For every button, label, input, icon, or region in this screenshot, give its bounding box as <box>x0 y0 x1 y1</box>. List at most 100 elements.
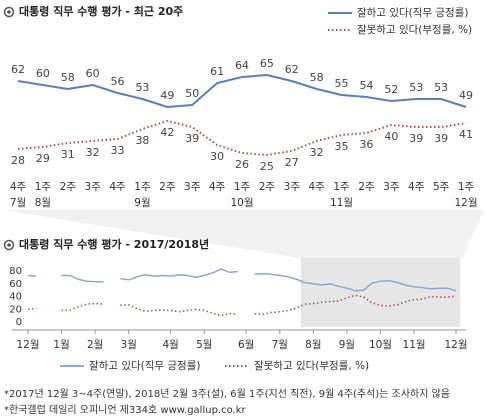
x-tick-label: 1주 <box>134 181 151 193</box>
x-tick-label: 10월 <box>369 339 392 351</box>
data-label: 50 <box>185 87 199 100</box>
title-icon-dot <box>7 10 11 14</box>
x-tick-label: 2주 <box>159 181 176 193</box>
data-label: 29 <box>36 152 50 165</box>
x-month-label: 7월 <box>10 197 26 209</box>
data-label: 40 <box>384 130 398 143</box>
y-tick-label: 20 <box>9 304 22 315</box>
data-label: 38 <box>135 134 149 147</box>
x-tick-label: 4주 <box>408 181 425 193</box>
x-tick-label: 2월 <box>87 339 103 351</box>
data-label: 60 <box>36 67 50 80</box>
x-tick-label: 5월 <box>196 339 212 351</box>
data-label: 25 <box>260 160 274 173</box>
x-month-label: 11월 <box>330 197 353 209</box>
chart-title: 대통령 직무 수행 평가 - 2017/2018년 <box>19 237 209 251</box>
data-label: 32 <box>310 146 324 159</box>
legend-label: 잘하고 있다(직무 긍정률) <box>357 6 468 19</box>
data-label: 49 <box>160 89 174 102</box>
data-label: 56 <box>111 75 125 88</box>
series-line <box>17 119 467 157</box>
x-tick-label: 1주 <box>35 181 52 193</box>
data-label: 60 <box>86 67 100 80</box>
title-icon-dot <box>7 243 11 247</box>
x-tick-label: 4주 <box>209 181 226 193</box>
data-label: 26 <box>235 158 249 171</box>
x-tick-label: 9월 <box>339 339 355 351</box>
footnote: *한국갤럽 데일리 오피니언 제334호 www.gallup.co.kr <box>4 404 247 416</box>
y-tick-label: 60 <box>9 279 22 290</box>
x-tick-label: 5주 <box>433 181 450 193</box>
data-label: 30 <box>210 150 224 163</box>
x-tick-label: 4주 <box>10 181 27 193</box>
data-label: 65 <box>260 57 274 70</box>
data-label: 28 <box>11 154 25 167</box>
x-month-label: 8월 <box>35 197 51 209</box>
data-label: 27 <box>285 156 299 169</box>
data-label: 32 <box>86 146 100 159</box>
y-tick-label: 80 <box>9 266 22 277</box>
data-label: 64 <box>235 59 249 72</box>
series-line <box>27 294 457 317</box>
series-line <box>27 268 457 292</box>
data-label: 52 <box>384 83 398 96</box>
x-tick-label: 1월 <box>53 339 69 351</box>
chart-title: 대통령 직무 수행 평가 - 최근 20주 <box>19 4 183 18</box>
x-tick-label: 1주 <box>458 181 475 193</box>
x-tick-label: 4주 <box>308 181 325 193</box>
x-tick-label: 2주 <box>60 181 77 193</box>
data-label: 49 <box>459 89 473 102</box>
title-icon <box>3 6 15 18</box>
x-tick-label: 11월 <box>403 339 426 351</box>
legend-label: 잘못하고 있다(부정률, %) <box>254 359 369 372</box>
data-label: 62 <box>285 63 299 76</box>
x-tick-label: 4월 <box>162 339 178 351</box>
footnote: *2017년 12월 3~4주(연말), 2018년 2월 3주(설), 6월 … <box>4 387 450 400</box>
x-tick-label: 4주 <box>109 181 126 193</box>
data-label: 39 <box>409 132 423 145</box>
x-tick-label: 3주 <box>383 181 400 193</box>
data-label: 36 <box>359 138 373 151</box>
y-tick-label: 0 <box>16 317 22 328</box>
legend-label: 잘못하고 있다(부정률, %) <box>357 23 472 36</box>
x-tick-label: 12월 <box>16 339 39 351</box>
x-tick-label: 6월 <box>238 339 254 351</box>
legend-label: 잘하고 있다(직무 긍정률) <box>89 359 200 372</box>
x-tick-label: 7월 <box>272 339 288 351</box>
title-icon <box>3 239 15 251</box>
data-label: 53 <box>409 81 423 94</box>
zoom-connector <box>4 210 484 258</box>
data-label: 58 <box>61 71 75 84</box>
highlight-region <box>300 258 461 327</box>
x-tick-label: 2주 <box>259 181 276 193</box>
data-label: 62 <box>11 63 25 76</box>
x-tick-label: 8월 <box>305 339 321 351</box>
series-line <box>17 73 467 109</box>
x-month-label: 10월 <box>230 197 253 209</box>
data-label: 58 <box>310 71 324 84</box>
data-label: 41 <box>459 128 473 141</box>
data-label: 39 <box>434 132 448 145</box>
x-tick-label: 2주 <box>358 181 375 193</box>
y-tick-label: 40 <box>9 292 22 303</box>
data-label: 33 <box>111 144 125 157</box>
x-month-label: 9월 <box>134 197 150 209</box>
data-label: 31 <box>61 148 75 161</box>
data-label: 35 <box>335 140 349 153</box>
data-label: 42 <box>160 126 174 139</box>
x-tick-label: 3주 <box>84 181 101 193</box>
x-tick-label: 12월 <box>444 339 467 351</box>
data-label: 54 <box>359 79 373 92</box>
data-label: 55 <box>335 77 349 90</box>
data-label: 53 <box>135 81 149 94</box>
x-tick-label: 3주 <box>284 181 301 193</box>
data-label: 39 <box>185 132 199 145</box>
data-label: 61 <box>210 65 224 78</box>
x-tick-label: 3월 <box>121 339 137 351</box>
x-tick-label: 3주 <box>184 181 201 193</box>
x-tick-label: 1주 <box>234 181 251 193</box>
x-tick-label: 1주 <box>333 181 350 193</box>
x-month-label: 12월 <box>454 197 477 209</box>
data-label: 53 <box>434 81 448 94</box>
